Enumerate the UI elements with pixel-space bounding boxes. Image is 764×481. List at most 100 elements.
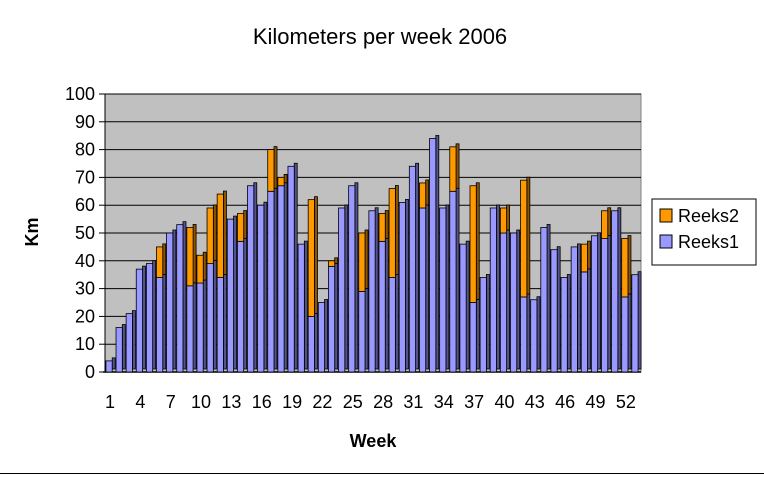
bar-reeks2 [499,204,511,234]
bar-reeks1-face [247,185,255,373]
bar-reeks1-face [580,271,588,373]
bar-reeks2-side [364,229,369,289]
bar-reeks2 [277,173,288,187]
bar-reeks2 [328,257,339,267]
bar-reeks1 [510,229,521,373]
bar-reeks2-face [621,238,629,298]
bar-reeks1 [398,199,409,373]
bar-reeks1-side [384,237,389,370]
bar-reeks1-face [489,207,497,373]
bar-reeks1 [601,235,612,373]
bar-reeks1-side [354,182,359,370]
bar-reeks2 [378,210,389,242]
bar-reeks1-face [115,327,123,373]
bar-reeks1-side [303,240,308,370]
bar-reeks2-face [580,243,588,273]
legend-swatch-reeks2 [659,208,673,223]
bar-reeks1 [115,324,126,373]
bar-reeks1 [287,162,298,373]
bar-reeks2-face [156,246,164,278]
bar-reeks1-side [496,204,500,370]
bar-reeks2-face [206,207,214,264]
bar-reeks2-side [607,207,612,236]
bar-reeks2-face [419,182,427,209]
x-tick-label: 31 [403,392,423,412]
x-axis-label: Week [350,431,398,451]
bar-reeks2 [419,179,430,209]
bar-reeks1-side [364,287,369,370]
bar-reeks1-side [617,207,622,370]
bar-reeks2-face [499,207,508,234]
bar-reeks1 [358,287,369,373]
y-tick-label: 50 [75,223,95,243]
bar-reeks1 [499,229,511,373]
bar-reeks1-side [556,246,561,370]
bar-reeks1-face [611,210,619,373]
bar-reeks2-face [449,146,457,192]
bar-reeks1-side [536,296,541,370]
bar-reeks2-side [425,179,430,206]
bar-reeks1-side [415,162,419,370]
bar-reeks1-face [196,282,204,373]
x-tick-label: 25 [343,392,363,412]
bar-reeks2-face [186,227,194,287]
bar-reeks1-side [405,199,409,370]
bar-reeks1-side [425,204,430,370]
bar-reeks2 [156,243,167,278]
bar-reeks1-side [324,299,328,370]
bar-reeks1 [449,187,460,373]
bar-reeks2 [186,224,197,287]
bar-reeks1-side [344,204,349,370]
y-tick-label: 90 [75,112,95,132]
bar-reeks1-face [287,165,295,373]
bar-reeks2 [267,146,278,192]
bar-reeks1 [540,224,551,373]
bar-reeks1 [560,274,571,373]
bar-reeks2 [469,182,480,303]
bar-reeks1-side [576,243,581,370]
bar-reeks2 [621,235,632,298]
bar-reeks2-side [455,143,460,189]
bar-reeks1 [378,237,389,373]
bar-reeks1-side [475,299,480,370]
bar-reeks1-face [257,204,265,373]
bar-reeks1-face [277,185,285,373]
bar-reeks1 [459,240,470,373]
bar-reeks1-face [419,207,427,373]
bar-reeks2-face [378,213,386,242]
bar-reeks2-face [328,260,336,267]
bar-reeks2 [388,185,399,278]
bar-reeks1-side [283,182,288,370]
bar-reeks1-side [182,221,187,370]
bar-reeks1-face [186,285,194,373]
bar-reeks1-face [166,232,174,373]
bar-reeks1-face [601,238,609,373]
bar-reeks1 [297,240,308,373]
bar-reeks1 [216,274,227,373]
bar-reeks2-side [223,190,227,275]
bar-reeks2-side [283,173,288,184]
x-tick-label: 43 [525,392,545,412]
legend-swatch-reeks1 [659,234,673,249]
y-axis-label: Km [22,217,42,246]
bar-reeks1 [166,229,177,373]
x-tick-label: 49 [585,392,605,412]
bar-reeks1-face [510,232,518,373]
bar-reeks2-side [334,257,339,264]
bar-reeks1-face [267,190,275,373]
x-tick-label: 40 [494,392,514,412]
bar-reeks2 [236,210,248,242]
bar-reeks1-side [253,182,258,370]
bar-reeks1-face [631,274,639,373]
bar-reeks1-face [206,263,214,373]
bar-reeks1-side [111,357,116,370]
bar-reeks1-side [263,201,268,370]
x-tick-label: 37 [464,392,484,412]
bar-reeks1-face [145,263,154,373]
bar-reeks1 [590,232,602,373]
bar-reeks1-face [398,202,406,373]
bar-reeks2-side [273,146,278,189]
y-tick-label: 60 [75,195,95,215]
y-tick-label: 30 [75,279,95,299]
